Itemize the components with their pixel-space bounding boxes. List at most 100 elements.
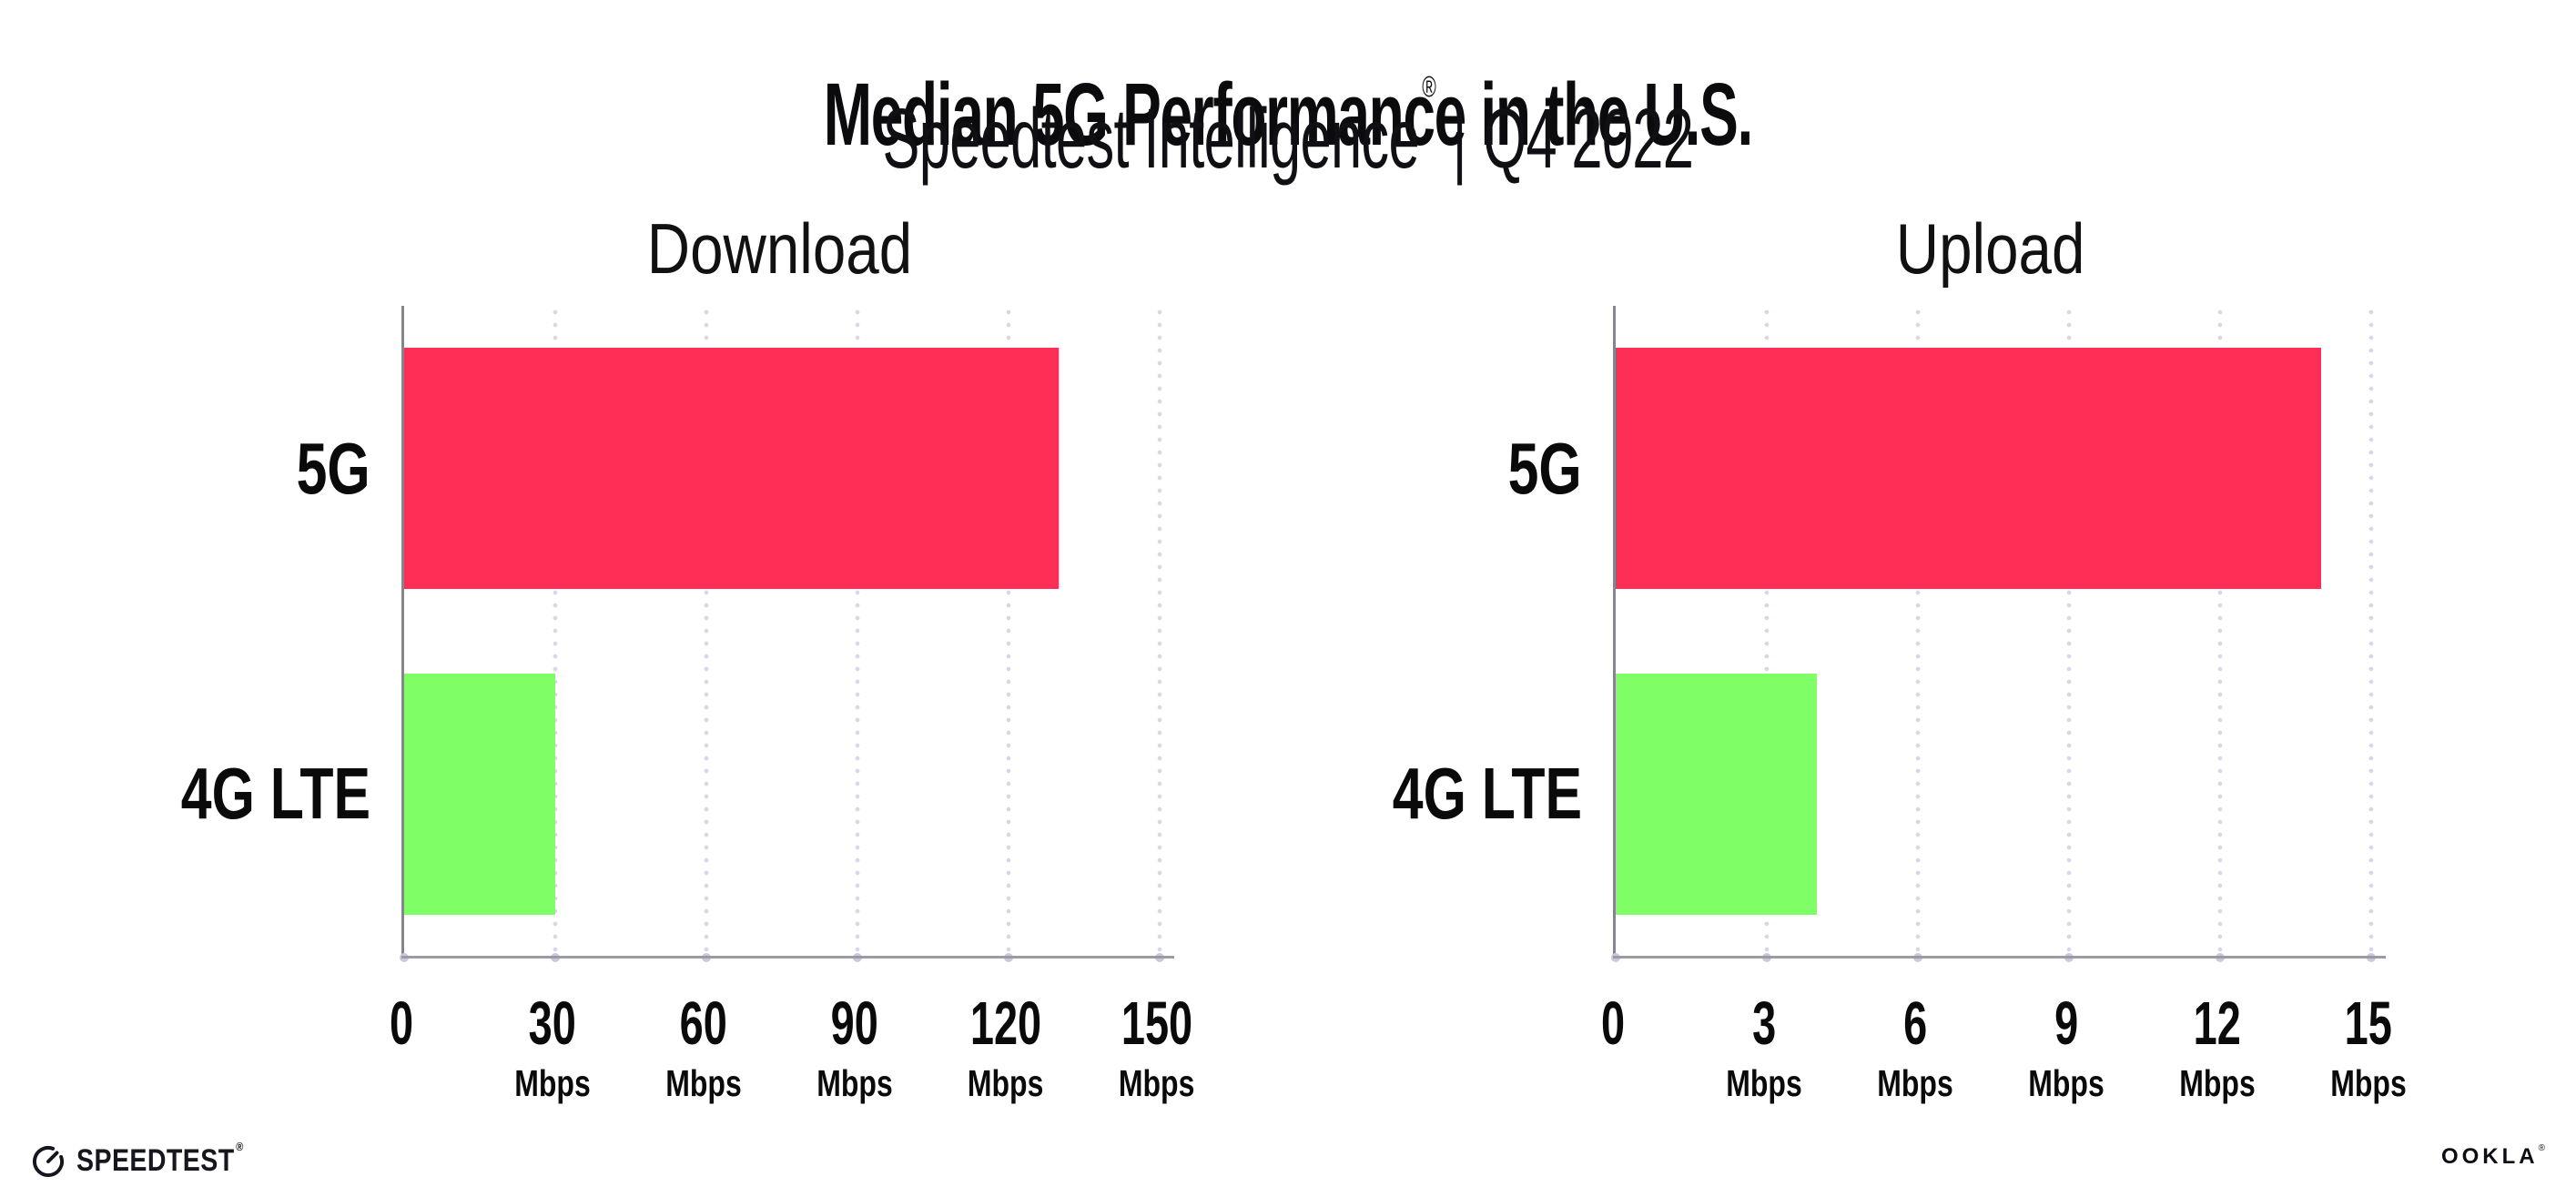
x-tick-unit: Mbps	[806, 1065, 903, 1102]
category-label-text: 4G LTE	[1392, 753, 1582, 835]
page-subtitle: Speedtest Intelligence®| Q4 2022	[0, 72, 2576, 181]
x-tick-unit-text: Mbps	[2330, 1062, 2407, 1104]
category-label-5g: 5G	[273, 427, 370, 509]
gridline-3	[1764, 306, 1770, 957]
gridline-9	[2066, 306, 2072, 957]
x-tick-value: 6	[1866, 993, 1963, 1054]
registered-mark: ®	[1422, 70, 1436, 103]
x-tick-value: 60	[654, 993, 752, 1054]
category-label-4g-lte: 4G LTE	[1333, 757, 1582, 830]
speedtest-logo: SPEEDTEST ®	[31, 1139, 276, 1179]
page-title-text: Median 5G Performance in the U.S.	[823, 64, 1753, 164]
gridline-12	[2217, 306, 2223, 957]
ookla-wordmark: OOKLA	[2440, 1144, 2539, 1169]
category-label-text: 4G LTE	[180, 753, 370, 835]
x-tick-value: 9	[2017, 993, 2115, 1054]
x-tick-value: 150	[1106, 993, 1208, 1054]
x-tick-unit-text: Mbps	[816, 1062, 893, 1104]
x-tick-unit-text: Mbps	[1877, 1062, 1953, 1104]
gridline-120	[1006, 306, 1011, 957]
speedtest-wordmark: SPEEDTEST ®	[76, 1139, 244, 1179]
x-tick-value: 15	[2319, 993, 2417, 1054]
x-tick-unit: Mbps	[1866, 1065, 1963, 1102]
download-x-axis-line	[401, 956, 1174, 959]
x-tick-unit: Mbps	[2168, 1065, 2266, 1102]
x-tick-6: 6 Mbps	[1866, 993, 1963, 1102]
x-tick-value-text: 30	[528, 989, 577, 1058]
x-tick-value-text: 15	[2344, 989, 2393, 1058]
x-tick-value: 90	[806, 993, 903, 1054]
x-tick-unit: Mbps	[2017, 1065, 2115, 1102]
x-tick-unit: Mbps	[1715, 1065, 1812, 1102]
category-label-text: 5G	[296, 427, 370, 509]
x-tick-unit-text: Mbps	[2028, 1062, 2104, 1104]
x-tick-value-text: 0	[1600, 989, 1626, 1058]
x-tick-3: 3 Mbps	[1715, 993, 1812, 1102]
x-tick-unit-text: Mbps	[665, 1062, 742, 1104]
category-label-4g-lte: 4G LTE	[121, 757, 370, 830]
x-tick-unit-text: Mbps	[1726, 1062, 1802, 1104]
x-tick-value: 0	[384, 993, 418, 1054]
bar-5g	[1616, 348, 2321, 590]
upload-plot-area: 5G 4G LTE	[1393, 306, 2386, 962]
ookla-logo: OOKLA®	[2440, 1142, 2545, 1170]
x-tick-15: 15 Mbps	[2319, 993, 2417, 1102]
upload-chart-title-text: Upload	[1896, 208, 2085, 289]
gridline-60	[704, 306, 709, 957]
x-tick-unit-text: Mbps	[1119, 1062, 1195, 1104]
x-tick-value: 12	[2168, 993, 2266, 1054]
x-tick-value: 30	[503, 993, 601, 1054]
x-tick-value: 120	[955, 993, 1057, 1054]
x-tick-value-text: 6	[1902, 989, 1928, 1058]
x-tick-30: 30 Mbps	[503, 993, 601, 1102]
gridline-90	[855, 306, 860, 957]
x-tick-unit: Mbps	[503, 1065, 601, 1102]
upload-chart-title: Upload	[1613, 213, 2368, 284]
category-label-text: 5G	[1507, 427, 1582, 509]
x-tick-unit: Mbps	[1106, 1065, 1208, 1102]
gridline-30	[553, 306, 558, 957]
x-tick-0: 0	[384, 993, 418, 1054]
x-tick-unit: Mbps	[654, 1065, 752, 1102]
subtitle-period: Q4 2022	[1483, 91, 1695, 186]
speedtest-registered-mark: ®	[236, 1139, 244, 1153]
x-tick-60: 60 Mbps	[654, 993, 752, 1102]
x-tick-value: 0	[1596, 993, 1629, 1054]
x-tick-unit: Mbps	[955, 1065, 1057, 1102]
x-tick-unit: Mbps	[2319, 1065, 2417, 1102]
x-tick-90: 90 Mbps	[806, 993, 903, 1102]
category-label-5g: 5G	[1485, 427, 1582, 509]
bar-5g	[404, 348, 1060, 590]
gridline-15	[2368, 306, 2374, 957]
x-tick-value: 3	[1715, 993, 1812, 1054]
bar-4g-lte	[1616, 673, 1818, 915]
x-tick-12: 12 Mbps	[2168, 993, 2266, 1102]
x-tick-150: 150 Mbps	[1106, 993, 1208, 1102]
gridline-150	[1157, 306, 1162, 957]
download-chart-title: Download	[401, 213, 1157, 284]
download-chart-title-text: Download	[646, 208, 912, 289]
x-tick-value-text: 150	[1121, 989, 1193, 1058]
upload-x-axis-line	[1613, 956, 2386, 959]
x-tick-120: 120 Mbps	[955, 993, 1057, 1102]
x-tick-value-text: 120	[969, 989, 1042, 1058]
bar-4g-lte	[404, 673, 555, 915]
x-tick-value-text: 9	[2054, 989, 2079, 1058]
download-plot-area: 5G 4G LTE	[181, 306, 1174, 962]
ookla-registered-mark: ®	[2538, 1142, 2545, 1153]
x-tick-value-text: 12	[2193, 989, 2242, 1058]
subtitle-brand: Speedtest Intelligence	[882, 91, 1420, 186]
x-tick-unit-text: Mbps	[968, 1062, 1044, 1104]
page-subtitle-text: Speedtest Intelligence®| Q4 2022	[883, 72, 1694, 181]
x-tick-value-text: 90	[830, 989, 879, 1058]
speedtest-wordmark-text: SPEEDTEST	[76, 1143, 235, 1178]
speedtest-gauge-icon	[32, 1145, 64, 1177]
gridline-6	[1915, 306, 1921, 957]
page-title: Median 5G Performance in the U.S.	[0, 70, 2576, 158]
x-tick-unit-text: Mbps	[514, 1062, 591, 1104]
x-tick-0: 0	[1596, 993, 1629, 1054]
subtitle-separator: |	[1452, 91, 1467, 186]
x-tick-9: 9 Mbps	[2017, 993, 2115, 1102]
x-tick-value-text: 60	[679, 989, 728, 1058]
